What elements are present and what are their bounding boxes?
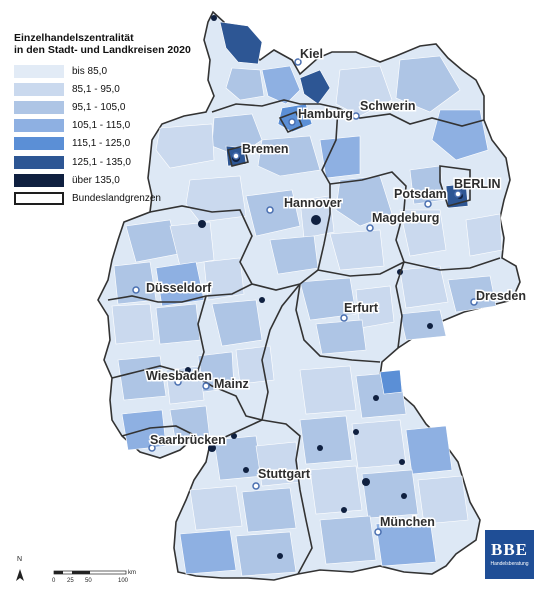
legend-label: 105,1 - 115,0 (72, 120, 131, 132)
legend-item: bis 85,0 (14, 62, 214, 80)
city-label-potsdam: Potsdam (394, 187, 447, 201)
city-markers (132, 58, 478, 536)
legend-swatch-border (14, 191, 64, 205)
scale-tick: 50 (85, 578, 92, 584)
city-label-muenchen: München (380, 515, 435, 529)
legend-swatch (14, 82, 64, 96)
legend-item: 115,1 - 125,0 (14, 135, 214, 153)
scale-unit: km (128, 570, 136, 576)
city-label-dresden: Dresden (476, 289, 526, 303)
city-label-hannover: Hannover (284, 196, 342, 210)
logo-sub-text: Handelsberatung (490, 561, 529, 567)
legend-label: über 135,0 (72, 174, 120, 186)
district-fills (111, 21, 503, 577)
city-label-duesseldorf: Düsseldorf (146, 281, 212, 295)
legend-label: 115,1 - 125,0 (72, 138, 131, 150)
legend-item: 95,1 - 105,0 (14, 98, 214, 116)
bbe-logo: BBE Handelsberatung (485, 530, 534, 579)
legend-label: bis 85,0 (72, 65, 108, 77)
legend-swatch (14, 119, 64, 133)
city-label-kiel: Kiel (300, 47, 323, 61)
legend-label: 85,1 - 95,0 (72, 83, 120, 95)
city-label-hamburg: Hamburg (298, 107, 353, 121)
legend-label: 125,1 - 135,0 (72, 156, 131, 168)
legend-swatch (14, 137, 64, 151)
legend-title: Einzelhandelszentralität in den Stadt- u… (14, 32, 214, 56)
legend-title-line1: Einzelhandelszentralität (14, 32, 134, 44)
city-label-saarbruecken: Saarbrücken (150, 433, 226, 447)
state-borders (107, 99, 501, 575)
legend: Einzelhandelszentralität in den Stadt- u… (14, 32, 214, 208)
logo-main-text: BBE (490, 540, 529, 559)
legend-item: 125,1 - 135,0 (14, 153, 214, 171)
scale-tick: 0 (52, 578, 56, 584)
legend-item-border: Bundeslandgrenzen (14, 189, 214, 207)
city-label-berlin: BERLIN (454, 177, 501, 191)
city-label-bremen: Bremen (242, 142, 289, 156)
scale-bar: N km 0 25 50 100 (16, 556, 136, 584)
scale-tick: 25 (67, 578, 74, 584)
legend-swatch (14, 173, 64, 187)
legend-label: Bundeslandgrenzen (72, 192, 161, 204)
city-label-stuttgart: Stuttgart (258, 467, 311, 481)
city-label-erfurt: Erfurt (344, 301, 379, 315)
city-label-wiesbaden: Wiesbaden (146, 369, 212, 383)
legend-swatch (14, 64, 64, 78)
scale-tick: 100 (118, 578, 129, 584)
scale-bar-bar (53, 570, 127, 575)
north-label: N (17, 556, 22, 563)
city-label-schwerin: Schwerin (360, 99, 416, 113)
legend-label: 95,1 - 105,0 (72, 101, 126, 113)
north-arrow-icon: N (16, 556, 24, 581)
legend-item: 85,1 - 95,0 (14, 80, 214, 98)
legend-swatch (14, 100, 64, 114)
city-labels: Kiel Hamburg Schwerin Bremen Hannover Po… (145, 46, 528, 531)
city-label-mainz: Mainz (214, 377, 249, 391)
legend-swatch (14, 155, 64, 169)
legend-item: 105,1 - 115,0 (14, 117, 214, 135)
legend-title-line2: in den Stadt- und Landkreisen 2020 (14, 44, 191, 56)
legend-item: über 135,0 (14, 171, 214, 189)
city-label-magdeburg: Magdeburg (372, 211, 439, 225)
